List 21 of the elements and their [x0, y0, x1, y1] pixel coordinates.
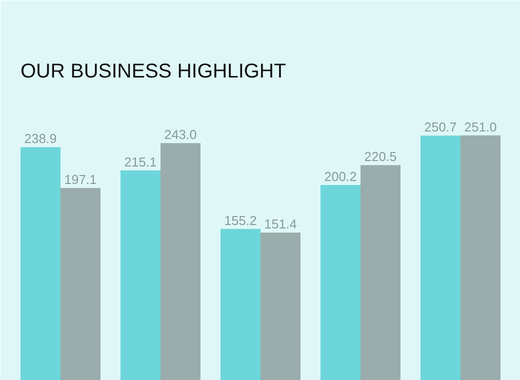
data-label: 250.7: [424, 120, 457, 135]
data-label: 243.0: [164, 127, 197, 142]
bar: [60, 188, 100, 380]
bar: [160, 143, 200, 380]
data-label: 220.5: [364, 149, 397, 164]
data-label: 155.2: [224, 212, 257, 228]
bar: [320, 184, 360, 380]
data-label: 200.2: [324, 168, 357, 184]
bar: [20, 147, 60, 380]
bar: [420, 136, 460, 380]
data-label: 197.1: [64, 172, 97, 187]
bar: [220, 228, 260, 380]
data-label: 238.9: [24, 131, 57, 146]
data-label: 151.4: [264, 216, 297, 232]
bar: [260, 232, 300, 380]
chart-title: OUR BUSINESS HIGHLIGHT: [20, 60, 286, 82]
data-label: 251.0: [464, 119, 497, 134]
bar: [360, 165, 400, 380]
bar: [460, 135, 500, 380]
data-label: 215.1: [124, 154, 157, 170]
bar: [120, 170, 160, 380]
